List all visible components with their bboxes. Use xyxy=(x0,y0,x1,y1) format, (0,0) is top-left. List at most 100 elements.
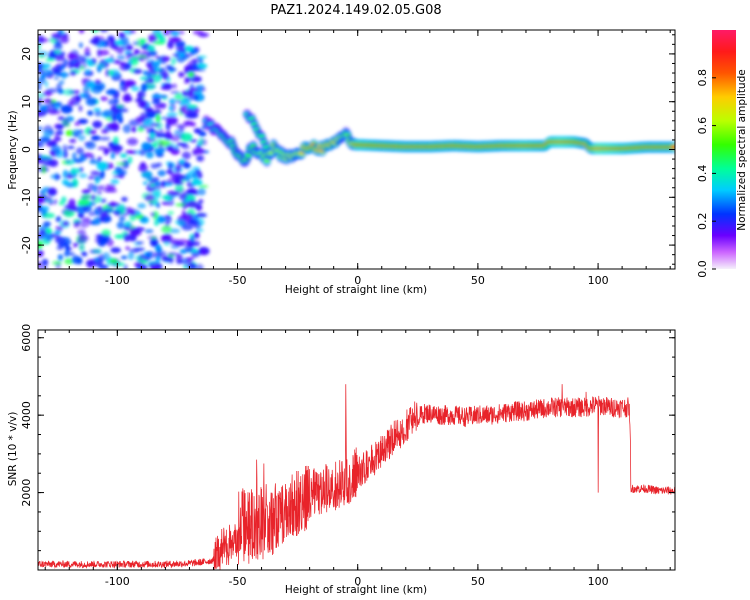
noise-blob xyxy=(99,30,109,33)
noise-blob xyxy=(194,148,205,154)
noise-blob xyxy=(173,242,186,247)
noise-blob xyxy=(82,57,88,63)
noise-blob xyxy=(81,252,88,257)
noise-blob xyxy=(113,174,119,179)
noise-blob xyxy=(137,203,146,209)
noise-blob xyxy=(158,128,164,132)
noise-blob xyxy=(195,67,206,72)
noise-blob xyxy=(40,266,48,269)
noise-blob xyxy=(126,137,138,146)
colorbar-label: Normalized spectral amplitude xyxy=(736,69,748,230)
colorbar-ticks: 0.0 0.2 0.4 0.6 0.8 xyxy=(696,69,716,278)
noise-blob xyxy=(178,192,188,201)
noise-blob xyxy=(110,152,115,159)
x-tick-label: 0 xyxy=(354,274,361,287)
noise-blob xyxy=(54,50,62,54)
noise-blob xyxy=(145,251,156,259)
noise-blob xyxy=(119,64,128,71)
noise-blob xyxy=(193,91,201,95)
noise-blob xyxy=(108,202,121,207)
noise-blob xyxy=(64,159,75,165)
noise-blob xyxy=(149,183,156,187)
noise-blob xyxy=(145,61,151,68)
noise-blob xyxy=(77,212,84,219)
noise-blob xyxy=(41,63,51,68)
noise-blob xyxy=(55,216,62,223)
noise-blob xyxy=(44,80,49,88)
noise-blob xyxy=(137,127,145,132)
noise-blob xyxy=(65,130,75,137)
noise-blob xyxy=(53,55,65,62)
noise-blob xyxy=(180,132,193,142)
noise-blob xyxy=(174,183,184,193)
noise-blob xyxy=(101,229,111,237)
noise-blob xyxy=(101,128,109,134)
noise-blob xyxy=(133,48,140,55)
noise-blob xyxy=(97,62,106,69)
noise-blob xyxy=(138,57,145,62)
noise-blob xyxy=(94,176,100,184)
noise-blob xyxy=(190,262,196,269)
noise-blob xyxy=(175,253,183,262)
noise-blob xyxy=(157,251,167,257)
noise-blob xyxy=(166,119,178,126)
colorbar: 0.0 0.2 0.4 0.6 0.8 Normalized spectral ampl… xyxy=(696,30,748,278)
noise-blob xyxy=(154,147,164,155)
noise-blob xyxy=(88,211,97,217)
noise-blob xyxy=(50,110,62,115)
snr-panel: -100 -50 0 50 100 2000 4000 6000 Height of str… xyxy=(7,324,676,596)
noise-blob xyxy=(150,264,159,269)
noise-blob xyxy=(102,208,114,213)
noise-blob xyxy=(64,258,74,265)
noise-blob xyxy=(131,127,137,133)
noise-blob xyxy=(66,174,74,180)
noise-blob xyxy=(85,260,93,266)
noise-blob xyxy=(201,249,207,255)
noise-blob xyxy=(169,171,181,178)
noise-blob xyxy=(154,132,167,138)
y-tick-label: 2000 xyxy=(20,479,33,507)
noise-blob xyxy=(174,145,179,151)
noise-blob xyxy=(73,242,79,248)
noise-blob xyxy=(80,223,88,229)
noise-blob xyxy=(190,121,196,127)
noise-blob xyxy=(38,157,43,164)
noise-blob xyxy=(50,145,62,153)
noise-blob xyxy=(43,98,53,104)
noise-blob xyxy=(45,58,55,62)
noise-blob xyxy=(69,70,77,76)
colorbar-tick-label: 0.0 xyxy=(696,260,709,278)
noise-blob xyxy=(125,246,130,251)
noise-blob xyxy=(192,166,200,170)
noise-blob xyxy=(109,43,119,49)
noise-blob xyxy=(116,221,125,229)
noise-blob xyxy=(142,181,148,186)
noise-blob xyxy=(54,230,62,234)
noise-blob xyxy=(165,64,173,71)
noise-blob xyxy=(173,37,182,43)
noise-blob xyxy=(186,173,191,183)
noise-blob xyxy=(125,62,132,71)
noise-blob xyxy=(197,55,207,59)
noise-blob xyxy=(155,255,161,264)
noise-blob xyxy=(64,249,69,258)
x-tick-label: -100 xyxy=(105,575,130,588)
noise-blob xyxy=(115,162,128,166)
noise-blob xyxy=(78,30,85,34)
noise-blob xyxy=(162,71,169,81)
noise-blob xyxy=(187,104,198,108)
noise-blob xyxy=(156,247,163,252)
noise-blob xyxy=(86,97,98,106)
noise-blob xyxy=(57,116,65,121)
noise-blob xyxy=(38,204,43,212)
noise-blob xyxy=(161,201,169,206)
noise-blob xyxy=(40,233,52,240)
noise-blob xyxy=(178,127,185,132)
noise-blob xyxy=(38,43,42,51)
noise-blob xyxy=(57,254,64,261)
noise-blob xyxy=(126,52,134,57)
noise-blob xyxy=(41,157,53,164)
noise-blob xyxy=(119,82,124,92)
noise-blob xyxy=(195,144,202,149)
noise-blob xyxy=(47,187,58,196)
